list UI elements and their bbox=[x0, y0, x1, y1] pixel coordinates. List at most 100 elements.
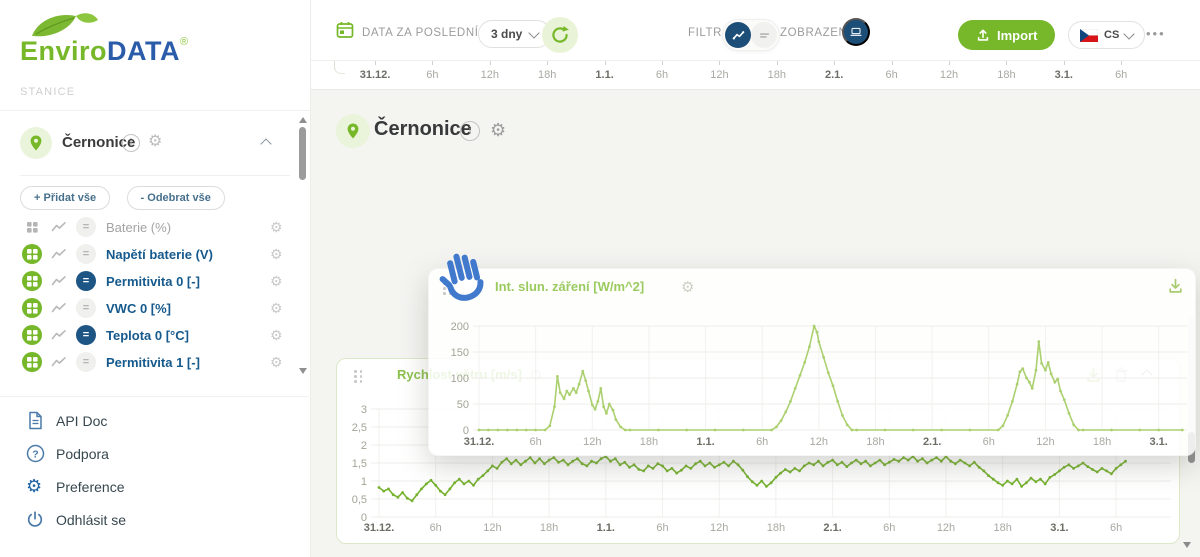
station-row[interactable]: Černonice i ⚙ bbox=[0, 126, 310, 166]
line-chart-icon[interactable] bbox=[49, 217, 69, 237]
solar-chart[interactable]: 0 50 100 150 200 31.12. 6h 12h 18h 1.1. 6h 12h 18h 2.… bbox=[429, 269, 1195, 455]
timeline-tick bbox=[375, 60, 376, 65]
timeline-label: 6h bbox=[426, 69, 439, 81]
menu-item-label: Preference bbox=[56, 479, 125, 495]
remove-all-button[interactable]: - Odebrat vše bbox=[126, 186, 225, 210]
language-select[interactable]: CS bbox=[1068, 21, 1146, 49]
equals-filter-icon[interactable]: = bbox=[76, 217, 96, 237]
sensor-list: = Baterie (%) ⚙ = Napětí baterie (V) ⚙ = Permit… bbox=[0, 214, 296, 376]
sidebar: EnviroDATA® STANICE Černonice i ⚙ + Přid… bbox=[0, 0, 311, 557]
station-settings-gear-icon[interactable]: ⚙ bbox=[490, 120, 507, 140]
svg-text:200: 200 bbox=[451, 321, 469, 333]
sensor-row[interactable]: = Napětí baterie (V) ⚙ bbox=[0, 241, 296, 268]
menu-item-label: Odhlásit se bbox=[56, 512, 127, 528]
station-collapse-chevron-icon[interactable] bbox=[260, 138, 272, 150]
timeline-label: 18h bbox=[538, 69, 557, 81]
equals-filter-icon[interactable]: = bbox=[76, 298, 96, 318]
grid-view-icon[interactable] bbox=[22, 271, 42, 291]
app-logo-text: EnviroDATA® bbox=[20, 36, 189, 67]
equals-filter-icon[interactable]: = bbox=[76, 244, 96, 264]
timeline-tick bbox=[834, 60, 836, 65]
grid-view-icon[interactable] bbox=[22, 298, 42, 318]
chart-settings-gear-icon[interactable]: ⚙ bbox=[681, 279, 695, 296]
location-pin-icon bbox=[30, 135, 42, 151]
equals-filter-icon[interactable]: = bbox=[76, 352, 96, 372]
calendar-icon bbox=[336, 21, 354, 44]
import-button[interactable]: Import bbox=[958, 20, 1056, 50]
timeline-label: 3.1. bbox=[1054, 69, 1073, 81]
svg-text:12h: 12h bbox=[583, 436, 601, 448]
chart-title-solar: Int. slun. záření [W/m^2] bbox=[495, 279, 645, 294]
svg-text:2.1.: 2.1. bbox=[923, 436, 941, 448]
svg-text:6h: 6h bbox=[756, 436, 768, 448]
grid-view-icon[interactable] bbox=[22, 244, 42, 264]
station-settings-gear-icon[interactable]: ⚙ bbox=[148, 133, 163, 150]
sensor-settings-gear-icon[interactable]: ⚙ bbox=[270, 354, 283, 370]
app-logo[interactable]: EnviroDATA® bbox=[18, 10, 218, 68]
equals-filter-icon[interactable]: = bbox=[76, 271, 96, 291]
drag-handle-icon[interactable] bbox=[354, 370, 363, 383]
sensor-settings-gear-icon[interactable]: ⚙ bbox=[270, 246, 283, 262]
grid-view-icon[interactable] bbox=[22, 325, 42, 345]
menu-item-preference[interactable]: ⚙ Preference bbox=[0, 471, 309, 504]
sensor-row[interactable]: = Permitivita 0 [-] ⚙ bbox=[0, 268, 296, 295]
add-all-button[interactable]: + Přidat vše bbox=[20, 186, 111, 210]
sensor-settings-gear-icon[interactable]: ⚙ bbox=[270, 327, 283, 343]
timeline-label: 6h bbox=[1115, 69, 1128, 81]
import-label: Import bbox=[997, 27, 1038, 43]
display-mode-button[interactable] bbox=[842, 18, 870, 46]
chart-mode-icon[interactable] bbox=[725, 22, 751, 48]
station-info-icon[interactable]: i bbox=[122, 134, 140, 152]
leaf-logo-icon bbox=[28, 10, 102, 45]
list-mode-icon[interactable] bbox=[751, 22, 777, 48]
sidebar-scroll-down-arrow[interactable] bbox=[299, 368, 307, 374]
line-chart-icon[interactable] bbox=[49, 244, 69, 264]
main-scroll-down-arrow[interactable] bbox=[1183, 542, 1191, 548]
sidebar-scrollbar-thumb[interactable] bbox=[299, 127, 306, 180]
sensor-row[interactable]: = VWC 0 [%] ⚙ bbox=[0, 295, 296, 322]
svg-text:0: 0 bbox=[463, 425, 469, 437]
sensor-settings-gear-icon[interactable]: ⚙ bbox=[270, 219, 283, 235]
svg-text:18h: 18h bbox=[767, 522, 785, 534]
refresh-button[interactable] bbox=[542, 17, 578, 53]
menu-item-label: API Doc bbox=[56, 413, 108, 429]
sensor-row[interactable]: = Teplota 0 [°C] ⚙ bbox=[0, 322, 296, 349]
timeline-label: 18h bbox=[997, 69, 1016, 81]
grid-view-icon[interactable] bbox=[22, 352, 42, 372]
equals-filter-icon[interactable]: = bbox=[76, 325, 96, 345]
line-chart-icon[interactable] bbox=[49, 325, 69, 345]
sensor-label: Permitivita 0 [-] bbox=[106, 274, 200, 289]
timeline-tick bbox=[719, 60, 721, 65]
timeline-tick bbox=[489, 60, 491, 65]
svg-text:0: 0 bbox=[361, 512, 367, 524]
grid-view-icon[interactable] bbox=[22, 217, 42, 237]
chevron-down-icon bbox=[528, 26, 541, 39]
sensor-settings-gear-icon[interactable]: ⚙ bbox=[270, 300, 283, 316]
svg-text:18h: 18h bbox=[994, 522, 1012, 534]
sensor-row[interactable]: = Baterie (%) ⚙ bbox=[0, 214, 296, 241]
more-menu-button[interactable]: ••• bbox=[1146, 26, 1166, 41]
sidebar-scroll-up-arrow[interactable] bbox=[299, 117, 307, 123]
remove-all-label: Odebrat vše bbox=[147, 192, 211, 204]
line-chart-icon[interactable] bbox=[49, 271, 69, 291]
sensor-label: VWC 0 [%] bbox=[106, 301, 171, 316]
logo-text-blue: DATA bbox=[107, 36, 181, 66]
power-icon bbox=[26, 510, 45, 529]
timeline-label: 2.1. bbox=[825, 69, 844, 81]
download-icon[interactable] bbox=[1167, 277, 1184, 299]
svg-text:18h: 18h bbox=[540, 522, 558, 534]
logo-text-green: Enviro bbox=[20, 36, 108, 66]
menu-item-podpora[interactable]: ? Podpora bbox=[0, 438, 309, 471]
line-chart-icon[interactable] bbox=[49, 298, 69, 318]
line-chart-icon[interactable] bbox=[49, 352, 69, 372]
sensor-settings-gear-icon[interactable]: ⚙ bbox=[270, 273, 283, 289]
filter-toggle[interactable] bbox=[722, 19, 780, 51]
station-info-icon[interactable]: i bbox=[460, 121, 480, 141]
timeline-tick bbox=[1063, 60, 1065, 65]
menu-item-odhl-sit-se[interactable]: Odhlásit se bbox=[0, 504, 309, 537]
menu-item-api-doc[interactable]: API Doc bbox=[0, 405, 309, 438]
period-select[interactable]: 3 dny bbox=[478, 20, 552, 48]
sensor-row[interactable]: = Permitivita 1 [-] ⚙ bbox=[0, 349, 296, 376]
timeline-tick bbox=[604, 60, 606, 65]
timeline-label: 6h bbox=[885, 69, 898, 81]
